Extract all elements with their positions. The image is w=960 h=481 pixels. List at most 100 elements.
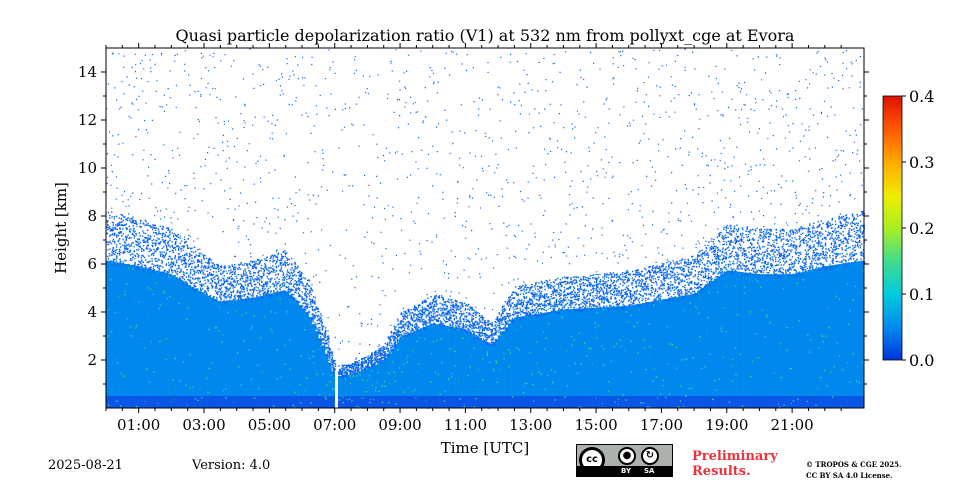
heatmap-column bbox=[138, 60, 144, 408]
heatmap-noise bbox=[410, 96, 415, 336]
heatmap-cell bbox=[259, 396, 264, 408]
heatmap-noise bbox=[736, 82, 742, 273]
heatmap-cell bbox=[762, 396, 767, 408]
heatmap-cell bbox=[449, 396, 453, 408]
heatmap-column bbox=[841, 51, 847, 408]
heatmap-noise bbox=[550, 369, 555, 397]
heatmap-cell bbox=[488, 344, 492, 408]
heatmap-noise bbox=[668, 76, 673, 302]
heatmap-noise bbox=[524, 53, 530, 318]
heatmap-cell bbox=[563, 396, 567, 408]
heatmap-column bbox=[119, 81, 124, 408]
heatmap-cell bbox=[517, 316, 522, 408]
heatmap-cell bbox=[854, 396, 858, 408]
heatmap-cell bbox=[315, 331, 319, 408]
heatmap-cell bbox=[403, 335, 407, 408]
heatmap-cell bbox=[805, 270, 809, 408]
heatmap-cell bbox=[514, 396, 518, 408]
heatmap-column bbox=[184, 50, 190, 408]
heatmap-cell bbox=[445, 326, 450, 408]
heatmap-cell bbox=[413, 396, 417, 408]
heatmap-cell bbox=[671, 396, 675, 408]
heatmap-cell bbox=[109, 396, 113, 408]
plot-area bbox=[106, 48, 866, 410]
heatmap-noise bbox=[400, 72, 405, 338]
heatmap-cell bbox=[174, 277, 179, 408]
heatmap-cell bbox=[396, 396, 401, 408]
heatmap-cell bbox=[272, 396, 277, 408]
heatmap-noise bbox=[279, 73, 285, 296]
heatmap-noise bbox=[396, 80, 402, 342]
heatmap-cell bbox=[795, 272, 799, 408]
heatmap-noise bbox=[262, 116, 268, 298]
heatmap-cell bbox=[458, 396, 463, 408]
heatmap-column bbox=[226, 120, 232, 408]
heatmap-cell bbox=[311, 396, 316, 408]
heatmap-column bbox=[844, 50, 850, 408]
heatmap-cell bbox=[654, 300, 659, 408]
heatmap-noise bbox=[760, 264, 764, 311]
heatmap-cell bbox=[710, 396, 715, 408]
heatmap-column bbox=[527, 82, 533, 408]
heatmap-noise bbox=[622, 65, 628, 310]
heatmap-column bbox=[190, 91, 196, 408]
heatmap-cell bbox=[141, 267, 146, 408]
heatmap-cell bbox=[390, 348, 394, 408]
heatmap-column bbox=[687, 92, 693, 408]
heatmap-column bbox=[272, 80, 278, 408]
heatmap-cell bbox=[226, 396, 231, 408]
heatmap-cell bbox=[752, 273, 757, 408]
heatmap-cell bbox=[501, 396, 505, 408]
x-tick-label: 17:00 bbox=[640, 416, 683, 434]
heatmap-cell bbox=[158, 271, 162, 408]
heatmap-cell bbox=[609, 396, 613, 408]
heatmap-cell bbox=[504, 327, 509, 408]
heatmap-cell bbox=[514, 317, 518, 408]
heatmap-cell bbox=[194, 288, 198, 408]
heatmap-cell bbox=[638, 396, 643, 408]
heatmap-noise bbox=[177, 131, 183, 282]
heatmap-cell bbox=[328, 362, 332, 408]
heatmap-column bbox=[217, 60, 222, 408]
heatmap-cell bbox=[419, 328, 424, 408]
heatmap-column bbox=[249, 73, 255, 408]
heatmap-column bbox=[576, 69, 582, 408]
heatmap-cell bbox=[109, 261, 113, 408]
heatmap-column bbox=[409, 96, 415, 408]
heatmap-cell bbox=[465, 396, 469, 408]
heatmap-cell bbox=[279, 291, 283, 408]
heatmap-cell bbox=[720, 273, 724, 408]
heatmap-cell bbox=[537, 396, 541, 408]
heatmap-noise bbox=[467, 337, 471, 381]
heatmap-cell bbox=[716, 396, 721, 408]
heatmap-cell bbox=[795, 396, 799, 408]
heatmap-cell bbox=[612, 306, 616, 408]
heatmap-cell bbox=[295, 396, 300, 408]
heatmap-column bbox=[592, 62, 598, 408]
heatmap-cell bbox=[298, 396, 303, 408]
heatmap-noise bbox=[282, 93, 288, 295]
heatmap-cell bbox=[370, 396, 375, 408]
heatmap-cell bbox=[282, 396, 286, 408]
heatmap-column bbox=[269, 114, 275, 408]
heatmap-cell bbox=[690, 396, 695, 408]
heatmap-column bbox=[543, 79, 549, 408]
heatmap-cell bbox=[119, 396, 123, 408]
heatmap-column bbox=[383, 147, 389, 409]
heatmap-column bbox=[422, 87, 428, 408]
heatmap-cell bbox=[181, 281, 185, 408]
heatmap-column bbox=[648, 62, 654, 408]
heatmap-cell bbox=[498, 335, 502, 408]
heatmap-noise bbox=[501, 99, 507, 335]
heatmap-column bbox=[507, 53, 513, 408]
heatmap-cell bbox=[834, 264, 839, 408]
heatmap-cell bbox=[478, 396, 483, 408]
heatmap-column bbox=[331, 61, 337, 408]
heatmap-noise bbox=[223, 54, 229, 305]
heatmap-cell bbox=[393, 344, 398, 408]
heatmap-cell bbox=[308, 396, 313, 408]
heatmap-noise bbox=[570, 305, 573, 346]
heatmap-cell bbox=[583, 308, 587, 408]
heatmap-cell bbox=[723, 271, 728, 408]
heatmap-cell bbox=[151, 396, 156, 408]
